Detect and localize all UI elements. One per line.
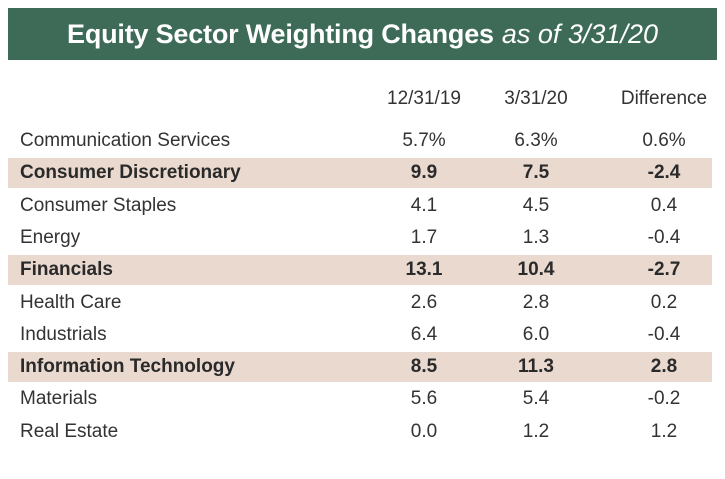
value-12-31-19: 5.6 (410, 388, 438, 409)
table-row: Industrials 6.4 6.0 -0.4 (8, 320, 712, 350)
table-title: Equity Sector Weighting Changes (67, 18, 494, 49)
table-row: Health Care 2.6 2.8 0.2 (8, 288, 712, 318)
value-difference: 0.2 (650, 292, 678, 313)
value-12-31-19: 9.9 (410, 162, 438, 183)
table-row: Materials 5.6 5.4 -0.2 (8, 384, 712, 414)
value-difference: -2.7 (647, 259, 681, 280)
sector-name: Consumer Discretionary (20, 162, 241, 183)
table-row: Financials 13.1 10.4 -2.7 (8, 255, 712, 285)
sector-name: Information Technology (20, 356, 235, 377)
value-3-31-20: 7.5 (522, 162, 550, 183)
value-3-31-20: 1.2 (522, 421, 550, 442)
value-difference: 0.6% (642, 130, 686, 151)
value-3-31-20: 6.3% (514, 130, 558, 151)
table-row: Energy 1.7 1.3 -0.4 (8, 223, 712, 253)
value-3-31-20: 5.4 (522, 388, 550, 409)
value-difference: 0.4 (650, 195, 678, 216)
value-difference: 2.8 (650, 356, 678, 377)
sector-name: Health Care (20, 292, 122, 313)
value-12-31-19: 13.1 (405, 259, 443, 280)
sector-name: Financials (20, 259, 113, 280)
table-row: Consumer Staples 4.1 4.5 0.4 (8, 191, 712, 221)
table-subtitle: as of 3/31/20 (501, 18, 658, 49)
value-difference: -0.4 (647, 324, 681, 345)
table-row: Communication Services 5.7% 6.3% 0.6% (8, 126, 712, 156)
value-12-31-19: 0.0 (410, 421, 438, 442)
value-3-31-20: 10.4 (517, 259, 555, 280)
value-3-31-20: 1.3 (522, 227, 550, 248)
sector-name: Communication Services (20, 130, 231, 151)
title-banner: Equity Sector Weighting Changes as of 3/… (8, 8, 717, 60)
value-difference: -2.4 (647, 162, 681, 183)
value-12-31-19: 8.5 (410, 356, 438, 377)
value-12-31-19: 1.7 (410, 227, 438, 248)
sector-name: Industrials (20, 324, 107, 345)
table-row: Consumer Discretionary 9.9 7.5 -2.4 (8, 158, 712, 188)
value-3-31-20: 4.5 (522, 195, 550, 216)
value-difference: -0.4 (647, 227, 681, 248)
sector-name: Real Estate (20, 421, 119, 442)
column-header-difference: Difference (620, 88, 708, 109)
column-header-12-31-19: 12/31/19 (387, 88, 461, 109)
table-row: Information Technology 8.5 11.3 2.8 (8, 352, 712, 382)
column-header-3-31-20: 3/31/20 (504, 88, 568, 109)
table-row: Real Estate 0.0 1.2 1.2 (8, 417, 712, 447)
value-12-31-19: 5.7% (402, 130, 446, 151)
sector-name: Consumer Staples (20, 195, 177, 216)
value-12-31-19: 4.1 (410, 195, 438, 216)
sector-name: Materials (20, 388, 98, 409)
value-3-31-20: 11.3 (518, 356, 554, 377)
value-12-31-19: 2.6 (410, 292, 438, 313)
sector-name: Energy (20, 227, 81, 248)
value-3-31-20: 2.8 (522, 292, 550, 313)
value-difference: 1.2 (650, 421, 678, 442)
value-12-31-19: 6.4 (410, 324, 438, 345)
value-3-31-20: 6.0 (522, 324, 550, 345)
value-difference: -0.2 (647, 388, 681, 409)
